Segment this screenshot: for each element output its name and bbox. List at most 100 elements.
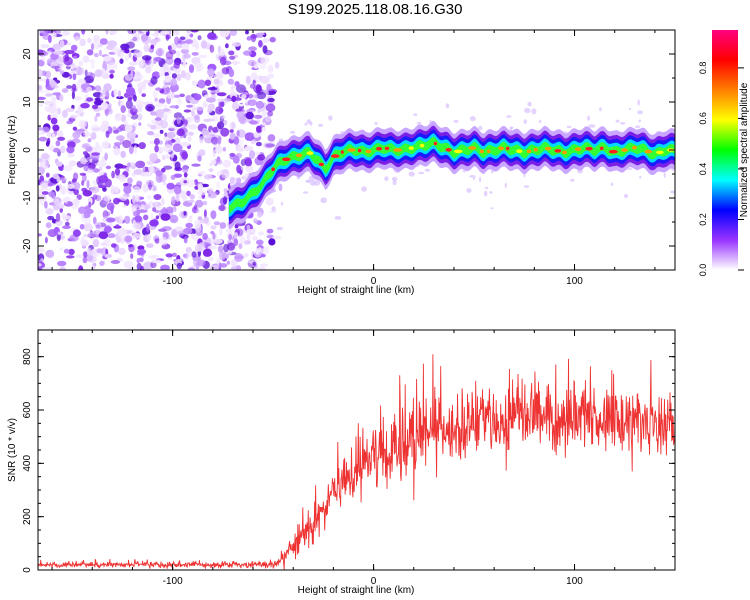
noise-speckle xyxy=(141,93,146,97)
noise-speckle xyxy=(134,72,139,81)
noise-speckle xyxy=(55,161,63,167)
ridge-peak xyxy=(562,150,567,155)
y-tick-label: 0 xyxy=(22,567,33,573)
noise-speckle xyxy=(179,36,186,41)
noise-speckle xyxy=(145,66,152,74)
noise-speckle xyxy=(169,49,177,55)
noise-speckle xyxy=(133,186,141,193)
y-tick-label: -10 xyxy=(22,190,33,205)
y-tick-label: -20 xyxy=(22,238,33,253)
noise-speckle xyxy=(45,249,55,258)
noise-speckle xyxy=(110,260,121,264)
noise-speckle xyxy=(82,55,90,64)
noise-speckle xyxy=(78,265,84,270)
noise-speckle xyxy=(226,242,236,251)
noise-speckle xyxy=(55,212,61,222)
noise-speckle xyxy=(189,194,195,200)
noise-speckle xyxy=(185,94,193,101)
noise-speckle xyxy=(38,263,42,267)
noise-speckle xyxy=(238,243,243,250)
noise-speckle xyxy=(183,53,191,59)
noise-speckle xyxy=(133,49,143,58)
noise-speckle xyxy=(71,90,75,100)
noise-speckle xyxy=(304,122,308,126)
noise-speckle xyxy=(188,64,195,73)
noise-speckle xyxy=(81,143,91,149)
noise-speckle xyxy=(246,232,251,241)
noise-speckle xyxy=(255,239,264,246)
noise-speckle xyxy=(231,95,237,103)
noise-speckle xyxy=(143,214,149,221)
noise-speckle xyxy=(59,94,64,102)
noise-speckle xyxy=(45,89,49,95)
noise-speckle xyxy=(39,30,48,36)
noise-speckle xyxy=(146,195,152,200)
noise-speckle xyxy=(38,89,46,94)
ridge-green-band xyxy=(228,136,675,214)
noise-speckle xyxy=(615,119,620,123)
noise-speckle xyxy=(181,151,189,160)
noise-speckle xyxy=(82,189,93,197)
noise-speckle xyxy=(252,227,256,236)
noise-speckle xyxy=(91,62,95,69)
ridge-peak xyxy=(340,150,344,154)
x-tick-label: -100 xyxy=(163,276,183,287)
noise-speckle xyxy=(124,55,129,62)
noise-speckle xyxy=(116,236,122,243)
noise-speckle xyxy=(118,247,126,256)
noise-speckle xyxy=(290,130,296,134)
noise-speckle xyxy=(222,159,232,168)
noise-speckle xyxy=(113,142,122,146)
noise-speckle xyxy=(144,203,151,209)
noise-speckle xyxy=(237,103,245,107)
noise-speckle xyxy=(125,86,136,96)
noise-speckle xyxy=(51,65,61,69)
noise-speckle xyxy=(268,238,276,246)
noise-speckle xyxy=(570,178,575,182)
noise-speckle xyxy=(89,59,96,64)
noise-speckle xyxy=(256,91,267,100)
noise-speckle xyxy=(146,131,155,136)
noise-speckle xyxy=(509,126,514,129)
noise-speckle xyxy=(160,120,169,129)
noise-speckle xyxy=(99,226,103,231)
ridge-peak xyxy=(384,146,390,151)
noise-speckle xyxy=(413,113,418,116)
noise-speckle xyxy=(149,153,158,161)
noise-speckle xyxy=(125,100,133,109)
noise-speckle xyxy=(59,70,65,75)
noise-speckle xyxy=(162,113,168,122)
noise-speckle xyxy=(67,152,75,158)
noise-speckle xyxy=(229,132,236,141)
noise-speckle xyxy=(280,201,284,206)
noise-speckle xyxy=(44,201,48,209)
noise-speckle xyxy=(75,111,85,115)
noise-speckle xyxy=(216,257,220,266)
noise-speckle xyxy=(157,146,164,154)
noise-speckle xyxy=(79,172,87,176)
noise-speckle xyxy=(197,35,202,41)
noise-speckle xyxy=(127,177,133,184)
noise-speckle xyxy=(79,38,86,47)
noise-speckle xyxy=(53,198,60,206)
noise-speckle xyxy=(127,96,133,102)
noise-speckle xyxy=(72,131,81,140)
noise-speckle xyxy=(39,103,43,107)
noise-speckle xyxy=(261,126,267,132)
noise-speckle xyxy=(63,164,73,172)
noise-speckle xyxy=(40,44,49,49)
noise-speckle xyxy=(46,131,52,138)
noise-speckle xyxy=(176,50,181,57)
noise-speckle xyxy=(118,174,127,183)
noise-speckle xyxy=(155,87,162,91)
noise-speckle xyxy=(86,86,93,93)
noise-speckle xyxy=(181,115,185,125)
noise-speckle xyxy=(63,248,70,254)
noise-speckle xyxy=(86,179,90,189)
noise-speckle xyxy=(470,116,476,122)
noise-speckle xyxy=(266,228,274,234)
noise-speckle xyxy=(539,119,542,124)
noise-speckle xyxy=(75,67,85,76)
noise-speckle xyxy=(38,247,43,252)
noise-speckle xyxy=(66,255,75,259)
